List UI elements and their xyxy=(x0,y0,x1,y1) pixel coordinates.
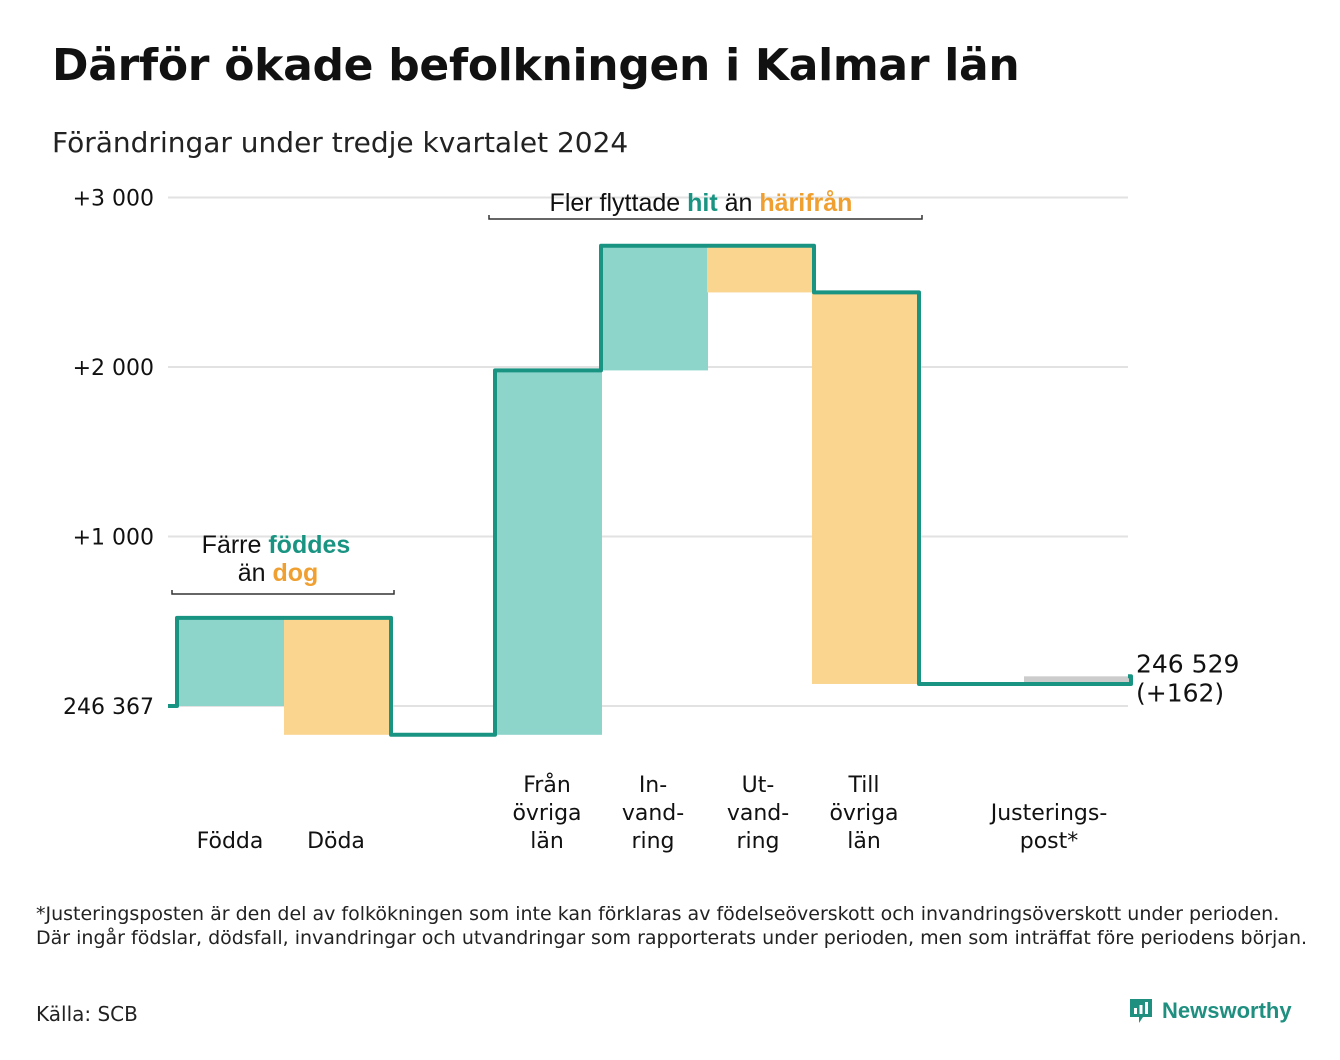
category-label: Födda xyxy=(197,829,264,854)
category-label: Ut- xyxy=(742,773,775,798)
category-label: Döda xyxy=(307,829,365,854)
annotation-word: än xyxy=(238,559,273,587)
chart-subtitle: Förändringar under tredje kvartalet 2024 xyxy=(52,126,629,159)
category-label: övriga xyxy=(829,801,898,826)
annotation-than-died: än dog xyxy=(238,559,319,587)
waterfall-chart: +3 000 +2 000 +1 000 246 367 Födda Döda Från öv… xyxy=(63,187,1239,855)
category-label: län xyxy=(530,829,564,854)
y-tick-label: +3 000 xyxy=(73,187,154,212)
annotation-fewer-born: Färre föddes xyxy=(202,531,351,559)
cumulative-step-line xyxy=(168,243,1133,737)
newsworthy-logo-icon xyxy=(1130,999,1152,1023)
y-tick-label: +2 000 xyxy=(73,356,154,381)
annotation-word: föddes xyxy=(268,531,350,559)
annotation-bracket-births xyxy=(171,590,395,595)
annotation-bracket-migration xyxy=(488,215,923,220)
waterfall-bar-7 xyxy=(1024,676,1131,684)
source-note: Källa: SCB xyxy=(36,1002,138,1026)
end-value-label: 246 529 xyxy=(1136,649,1239,678)
end-change-label: (+162) xyxy=(1136,678,1224,707)
waterfall-bar-1 xyxy=(177,617,284,706)
category-label: län xyxy=(847,829,881,854)
annotation-word: dog xyxy=(272,559,318,587)
brand-logo: Newsworthy xyxy=(1128,997,1292,1025)
brand-name: Newsworthy xyxy=(1162,998,1292,1023)
annotation-moved-here: Fler flyttade hit än härifrån xyxy=(550,189,853,217)
footnote: *Justeringsposten är den del av folkökni… xyxy=(36,903,1308,949)
category-label: Till xyxy=(847,773,879,798)
category-label: ring xyxy=(631,829,674,854)
waterfall-bar-2 xyxy=(284,617,391,735)
annotation-word: hit xyxy=(687,189,718,217)
waterfall-bar-4 xyxy=(601,245,708,371)
category-label: ring xyxy=(736,829,779,854)
category-label: vand- xyxy=(727,801,789,826)
category-label: In- xyxy=(639,773,667,798)
annotation-word: Fler flyttade xyxy=(550,189,688,217)
category-label: Från xyxy=(523,772,571,798)
annotation-word: Färre xyxy=(202,531,269,559)
annotation-word: än xyxy=(718,189,760,217)
annotation-word: härifrån xyxy=(759,189,852,217)
waterfall-bar-5 xyxy=(707,245,814,293)
waterfall-bar-3 xyxy=(495,370,602,735)
category-label: Justerings- xyxy=(989,801,1108,826)
y-tick-label: +1 000 xyxy=(73,526,154,551)
category-label: övriga xyxy=(512,801,581,826)
waterfall-bar-6 xyxy=(812,292,919,684)
chart-title: Därför ökade befolkningen i Kalmar län xyxy=(52,40,1020,91)
category-label: vand- xyxy=(622,801,684,826)
category-label: post* xyxy=(1020,829,1079,854)
start-value-label: 246 367 xyxy=(63,695,154,720)
